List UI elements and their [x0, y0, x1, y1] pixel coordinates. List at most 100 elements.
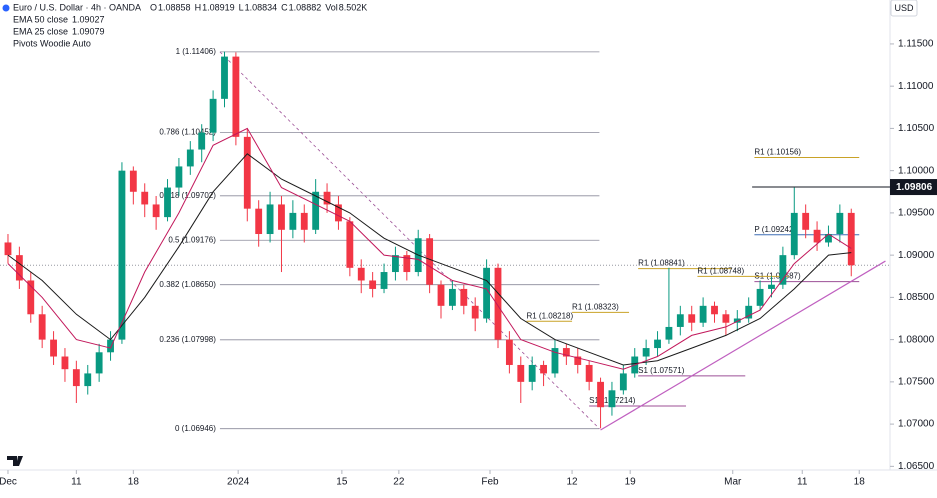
candle-body — [232, 56, 240, 137]
ohlc-value: 1.08882 — [289, 2, 322, 12]
ohlc-value: 1.08919 — [202, 2, 235, 12]
candle-body — [289, 212, 297, 230]
x-tick-label: 2024 — [227, 477, 250, 488]
candle-body — [733, 318, 741, 323]
candle-body — [790, 212, 798, 256]
candle-body — [15, 255, 23, 281]
candle-body — [825, 234, 832, 243]
candle-body — [551, 348, 559, 374]
candle-body — [323, 191, 331, 205]
legend-value: 1.09027 — [72, 14, 105, 24]
volume-value: 8.502K — [339, 2, 368, 12]
legend: Euro / U.S. Dollar · 4h · OANDA Pivots W… — [2, 2, 368, 48]
candle-body — [505, 339, 513, 365]
fib-label: 0.382 (1.08650) — [159, 280, 216, 289]
candle-body — [141, 191, 149, 205]
pivot-label: R1 (1.08841) — [638, 259, 685, 268]
ohlc-value: 1.08858 — [158, 2, 191, 12]
candle-body — [528, 364, 536, 382]
candle-body — [255, 208, 263, 235]
resistance-tag-label: 1.09806 — [896, 182, 933, 193]
candle-body — [27, 280, 35, 315]
y-tick-label: 1.07000 — [898, 419, 935, 430]
x-tick-label: 18 — [854, 477, 866, 488]
tradingview-logo[interactable] — [7, 456, 23, 466]
candle-body — [654, 339, 661, 349]
fib-label: 0.786 (1.10452) — [159, 128, 216, 137]
candle-body — [619, 373, 627, 391]
candle-body — [745, 305, 753, 319]
pivots-legend: Pivots Woodie Auto — [13, 38, 91, 48]
candle-body — [4, 242, 12, 256]
candle-body — [676, 314, 684, 327]
candle-body — [300, 212, 308, 230]
y-tick-label: 1.08000 — [898, 334, 935, 345]
legend-name: EMA 50 close — [13, 14, 68, 24]
candle-body — [711, 305, 718, 315]
candle-body — [335, 204, 342, 222]
candle-body — [517, 364, 525, 382]
x-tick-label: Dec — [0, 477, 17, 488]
candle-body — [597, 381, 604, 408]
x-tick-label: 18 — [128, 477, 140, 488]
x-tick-label: 11 — [797, 477, 808, 488]
candle-body — [688, 314, 696, 323]
candle-body — [448, 288, 456, 306]
currency-button[interactable] — [890, 0, 918, 17]
candle-body — [802, 212, 810, 230]
symbol-title: Euro / U.S. Dollar · 4h · OANDA — [13, 2, 141, 12]
fib-label: 0.236 (1.07998) — [159, 335, 216, 344]
y-tick-label: 1.11000 — [898, 81, 934, 92]
candle-body — [574, 356, 582, 365]
fib-diagonal — [219, 51, 600, 429]
candle-body — [437, 284, 445, 306]
candle-body — [357, 267, 365, 281]
candle-body — [471, 305, 479, 319]
ohlc-key: O — [150, 2, 157, 12]
fib-label: 0 (1.06946) — [175, 424, 216, 433]
x-tick-label: Feb — [481, 477, 499, 488]
x-tick-label: 19 — [625, 477, 637, 488]
y-tick-label: 1.10500 — [898, 123, 935, 134]
candle-body — [107, 339, 114, 353]
y-tick-label: 1.09000 — [898, 250, 935, 261]
candle-body — [164, 187, 171, 218]
pivot-label: R1 (1.08748) — [697, 267, 744, 276]
y-tick-label: 1.11500 — [898, 39, 934, 50]
candle-body — [380, 272, 388, 289]
candle-body — [50, 339, 57, 357]
candle-body — [813, 229, 821, 243]
candle-body — [312, 191, 320, 230]
candle-body — [72, 369, 80, 387]
volume-key: Vol — [325, 2, 338, 12]
candle-body — [403, 255, 411, 273]
candle-body — [95, 352, 103, 374]
y-tick-label: 1.10000 — [898, 165, 935, 176]
candle-body — [847, 212, 855, 266]
pivot-label: R1 (1.10156) — [754, 148, 801, 157]
legend-name: EMA 25 close — [13, 26, 68, 36]
candle-body — [483, 267, 491, 319]
candle-body — [699, 305, 707, 323]
candle-body — [346, 221, 354, 268]
pivot-label: R1 (1.08218) — [526, 311, 573, 320]
symbol-icon — [2, 4, 10, 12]
x-tick-label: Mar — [724, 477, 742, 488]
candle-body — [266, 204, 274, 235]
resistance-tag — [890, 179, 937, 196]
pivot-label: P (1.09242) — [754, 225, 796, 234]
candle-body — [61, 356, 69, 370]
candle-body — [369, 280, 377, 289]
y-tick-label: 1.06500 — [898, 461, 935, 472]
x-tick-label: 22 — [393, 477, 405, 488]
candle-body — [175, 166, 183, 188]
candle-body — [186, 149, 194, 167]
ema-line — [7, 127, 852, 370]
candle-body — [460, 288, 468, 306]
candle-body — [278, 204, 285, 230]
y-tick-label: 1.08500 — [898, 292, 935, 303]
candle-body — [426, 238, 434, 285]
candle-body — [118, 170, 126, 340]
candle-body — [665, 326, 673, 340]
